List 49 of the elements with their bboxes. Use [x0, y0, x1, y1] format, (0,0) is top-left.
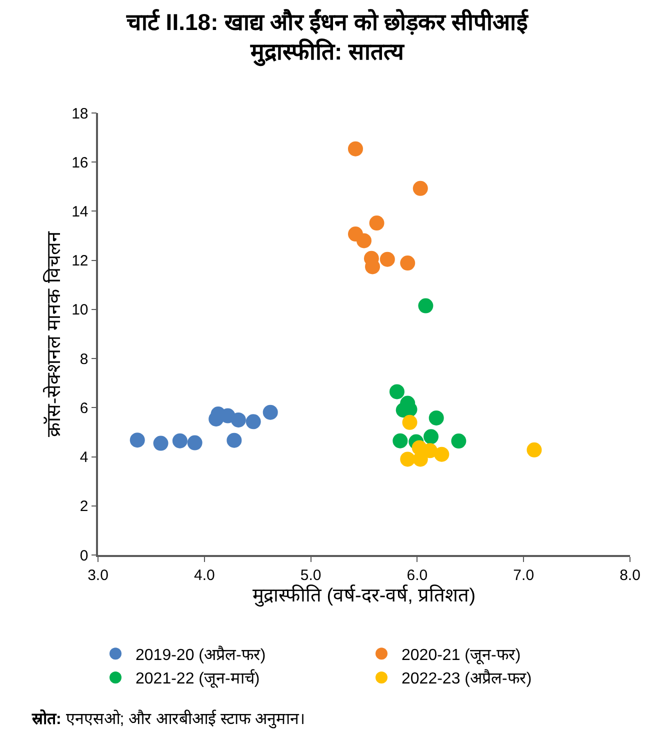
point [230, 412, 246, 428]
x-tick-label: 4.0 [194, 566, 215, 584]
y-tick-label: 18 [72, 105, 88, 122]
x-tick-label: 3.0 [88, 566, 108, 584]
x-tick-label: 8.0 [620, 566, 640, 584]
point [246, 414, 261, 430]
point [400, 452, 416, 467]
y-tick-label: 10 [72, 302, 88, 319]
point [153, 436, 168, 451]
point [187, 435, 202, 450]
legend-label: 2021-22 (जून-मार्च) [136, 668, 260, 689]
x-tick-label: 5.0 [300, 566, 322, 584]
point [348, 141, 363, 156]
legend-label: 2020-21 (जून-फर) [402, 646, 521, 665]
y-tick-label: 6 [80, 400, 88, 417]
text: स्रोत: एनएसओ; और आरबीआई स्टाफ अनुमान। [31, 709, 305, 729]
y-axis-title: क्रॉस-सेक्शनल मानक विचलन [42, 231, 65, 437]
y-tick-label: 4 [80, 449, 88, 466]
point [356, 233, 372, 248]
y-tick-label: 2 [80, 498, 88, 516]
point [400, 256, 416, 271]
chart-title: चार्ट II.18: खाद्य और ईंधन को छोड़कर सीपीआई मुद्रास्फीति: सातत्य [125, 8, 530, 67]
legend-label: 2022-23 (अप्रैल-फर) [402, 668, 532, 688]
point [262, 404, 278, 420]
point [380, 252, 395, 267]
point [424, 429, 439, 444]
point [412, 180, 428, 196]
y-tick-label: 0 [80, 547, 88, 564]
y-tick-label: 8 [80, 350, 88, 368]
point [226, 432, 242, 448]
point [389, 384, 404, 400]
point [428, 410, 444, 426]
legend-label: 2019-20 (अप्रैल-फर) [136, 644, 266, 664]
x-tick-label: 7.0 [513, 566, 534, 584]
point [526, 442, 542, 458]
point [451, 434, 466, 449]
y-tick-label: 14 [72, 203, 88, 220]
x-tick-label: 6.0 [406, 566, 428, 584]
point [434, 446, 450, 462]
point [418, 298, 434, 314]
y-tick-label: 12 [72, 252, 88, 270]
point [172, 433, 188, 448]
point [392, 433, 408, 448]
point [402, 414, 418, 430]
y-tick-label: 16 [72, 154, 88, 172]
point [412, 452, 428, 467]
point [130, 432, 145, 448]
point [369, 216, 384, 231]
x-axis-title: मुद्रास्फीति (वर्ष-दर-वर्ष, प्रतिशत) [252, 584, 476, 608]
